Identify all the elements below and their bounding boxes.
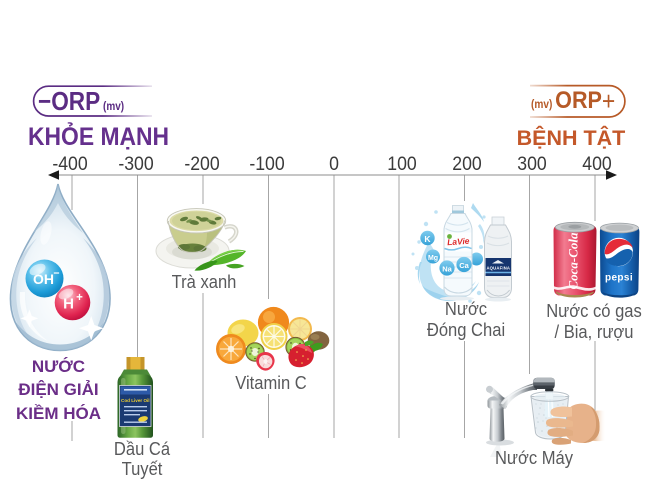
svg-text:K: K bbox=[424, 234, 431, 244]
svg-text:+: + bbox=[76, 292, 83, 304]
svg-text:AQUAFINA: AQUAFINA bbox=[486, 266, 510, 271]
svg-text:Ca: Ca bbox=[459, 261, 469, 270]
svg-text:Coca-Cola: Coca-Cola bbox=[566, 232, 581, 290]
svg-text:H: H bbox=[63, 296, 74, 313]
svg-text:Na: Na bbox=[442, 265, 452, 274]
svg-text:Cod Liver Oil: Cod Liver Oil bbox=[121, 398, 150, 403]
svg-text:LaVie: LaVie bbox=[447, 236, 470, 248]
svg-text:pepsi: pepsi bbox=[605, 273, 633, 284]
svg-text:−: − bbox=[53, 268, 59, 280]
svg-text:OH: OH bbox=[33, 271, 54, 287]
svg-text:Mg: Mg bbox=[428, 255, 438, 262]
